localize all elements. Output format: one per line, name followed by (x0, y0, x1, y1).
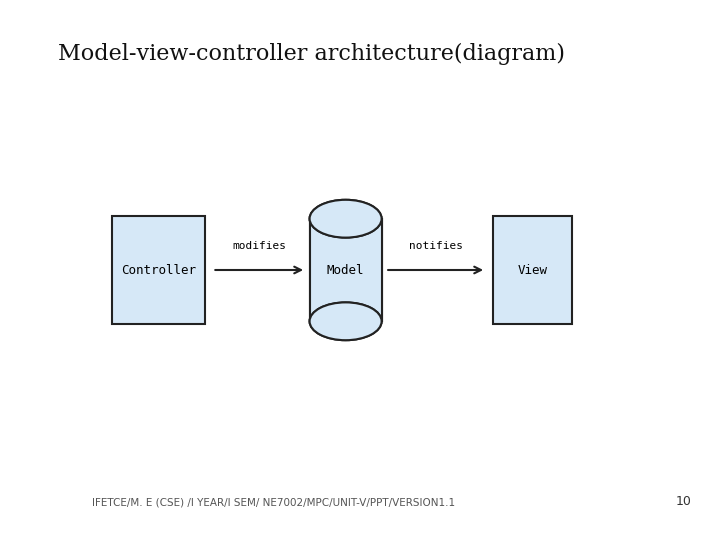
Ellipse shape (310, 200, 382, 238)
Bar (493, 216, 572, 324)
Ellipse shape (310, 200, 382, 238)
Text: IFETCE/M. E (CSE) /I YEAR/I SEM/ NE7002/MPC/UNIT-V/PPT/VERSION1.1: IFETCE/M. E (CSE) /I YEAR/I SEM/ NE7002/… (92, 497, 455, 508)
Text: 10: 10 (675, 495, 691, 508)
Text: View: View (518, 264, 548, 276)
Bar (310, 219, 382, 321)
Text: Model-view-controller architecture(diagram): Model-view-controller architecture(diagr… (58, 43, 564, 65)
Bar (112, 216, 205, 324)
Bar (310, 219, 382, 321)
Text: notifies: notifies (409, 241, 462, 251)
Ellipse shape (310, 302, 382, 340)
Text: Model: Model (327, 264, 364, 276)
Text: modifies: modifies (232, 241, 287, 251)
Text: Controller: Controller (121, 264, 196, 276)
Ellipse shape (310, 302, 382, 340)
